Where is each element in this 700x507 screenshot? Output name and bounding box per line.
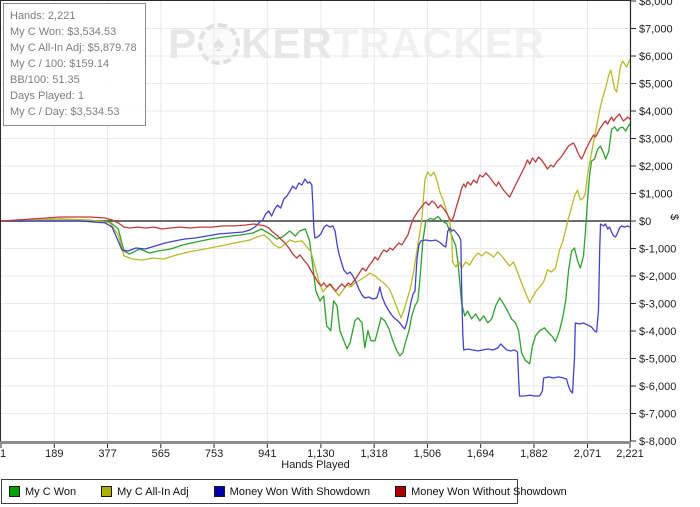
y-tick-label: $7,000 — [639, 24, 673, 36]
y-tick-label: $1,000 — [639, 189, 673, 201]
legend-item: Money Won With Showdown — [213, 485, 371, 498]
x-tick-label: 565 — [152, 448, 170, 460]
series-line-0 — [0, 123, 631, 365]
x-tick-label: 1 — [0, 448, 6, 460]
x-tick-label: 377 — [98, 448, 116, 460]
y-tick-label: $2,000 — [639, 161, 673, 173]
y-tick-label: $-6,000 — [639, 381, 676, 393]
y-tick-label: $6,000 — [639, 51, 673, 63]
y-tick-label: $-2,000 — [639, 271, 676, 283]
x-tick-label: 189 — [45, 448, 63, 460]
y-tick-label: $4,000 — [639, 106, 673, 118]
x-tick-label: 941 — [258, 448, 276, 460]
series-line-1 — [0, 58, 631, 319]
legend-swatch-icon — [213, 486, 225, 497]
y-tick-label: $5,000 — [639, 79, 673, 91]
y-tick-label: $-4,000 — [639, 326, 676, 338]
y-tick-label: $-8,000 — [639, 436, 676, 448]
legend-label: Money Won Without Showdown — [411, 485, 567, 498]
x-tick-label: 1,506 — [414, 448, 442, 460]
legend-item: Money Won Without Showdown — [395, 486, 567, 498]
y-tick-label: $-1,000 — [639, 244, 676, 256]
y-tick-label: $8,000 — [639, 0, 673, 8]
stats-line: My C / 100: $159.14 — [10, 58, 110, 70]
legend-label: My C Won — [25, 485, 77, 498]
y-tick-label: $-5,000 — [639, 354, 676, 366]
x-tick-label: 1,130 — [307, 448, 335, 460]
y-tick-label: $0 — [639, 216, 651, 228]
stats-panel: Hands: 2,221 My C Won: $3,534.53 My C All-… — [3, 3, 146, 126]
legend: My C Won My C All-In Adj Money Won With Sh… — [1, 479, 567, 504]
legend-swatch-icon — [9, 486, 20, 497]
series-line-3 — [0, 113, 631, 292]
legend-label: My C All-In Adj — [117, 485, 189, 498]
legend-item: My C All-In Adj — [101, 486, 189, 498]
x-tick-label: 1,318 — [360, 448, 388, 460]
legend-item: My C Won — [9, 486, 76, 498]
legend-swatch-icon — [395, 486, 407, 497]
y-tick-label: $-3,000 — [639, 299, 676, 311]
stats-line: Days Played: 1 — [10, 90, 84, 102]
y-axis-title: $ — [668, 213, 681, 221]
stats-line: My C Won: $3,534.53 — [10, 26, 117, 38]
stats-line: My C / Day: $3,534.53 — [10, 106, 120, 118]
x-tick-label: 1,882 — [520, 448, 548, 460]
x-tick-label: 2,071 — [574, 448, 602, 460]
stats-line: My C All-In Adj: $5,879.78 — [10, 42, 137, 54]
legend-swatch-icon — [101, 486, 113, 497]
stats-line: BB/100: 51.35 — [10, 74, 80, 86]
x-tick-label: 1,694 — [467, 448, 495, 460]
x-axis-title: Hands Played — [281, 459, 350, 471]
y-tick-label: $-7,000 — [639, 409, 676, 421]
x-tick-label: 2,221 — [616, 448, 644, 460]
y-tick-label: $3,000 — [639, 134, 673, 146]
x-tick-label: 753 — [205, 448, 223, 460]
stats-line: Hands: 2,221 — [10, 10, 76, 22]
series-line-2 — [0, 178, 631, 397]
legend-label: Money Won With Showdown — [229, 485, 371, 498]
